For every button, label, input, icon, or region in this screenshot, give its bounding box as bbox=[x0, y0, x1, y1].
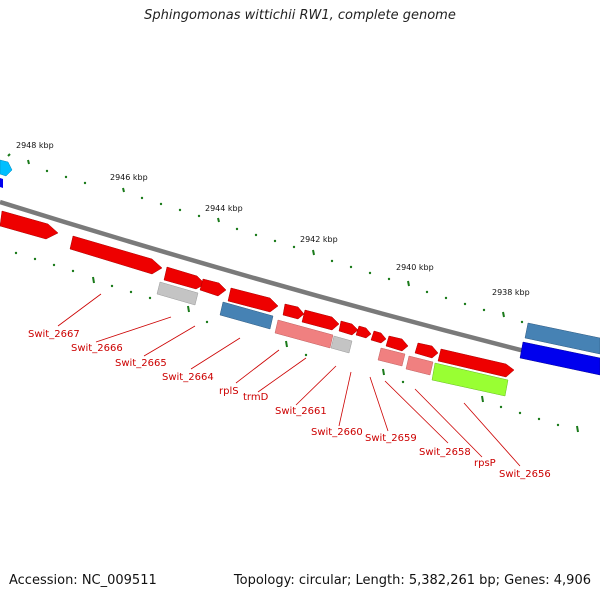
scale-label-2946: 2946 kbp bbox=[110, 173, 148, 182]
feature-tracks bbox=[156, 281, 600, 397]
gene-label-swit-2664[interactable]: Swit_2664 bbox=[162, 372, 214, 383]
gene-label-swit-2660[interactable]: Swit_2660 bbox=[311, 427, 363, 438]
gene-swit-2660[interactable] bbox=[338, 320, 359, 336]
gene-swit-2657[interactable] bbox=[414, 342, 439, 359]
gene-swit-2667[interactable] bbox=[0, 210, 59, 240]
gene-label-swit-2667[interactable]: Swit_2667 bbox=[28, 329, 80, 340]
feature-pink-2[interactable] bbox=[377, 347, 406, 367]
accession-text: Accession: NC_009511 bbox=[9, 573, 157, 588]
genome-backbone bbox=[0, 199, 600, 373]
scale-label-2938: 2938 kbp bbox=[492, 288, 530, 297]
forward-genes bbox=[0, 210, 515, 378]
gene-label-rpsp[interactable]: rpsP bbox=[474, 458, 496, 469]
gene-trmd[interactable] bbox=[282, 303, 305, 320]
scale-label-2948: 2948 kbp bbox=[16, 141, 54, 150]
scale-label-2944: 2944 kbp bbox=[205, 204, 243, 213]
gene-blue-partial[interactable] bbox=[0, 178, 3, 188]
scale-label-2942: 2942 kbp bbox=[300, 235, 338, 244]
gene-label-leaders bbox=[57, 293, 521, 467]
gene-label-swit-2666[interactable]: Swit_2666 bbox=[71, 343, 123, 354]
feature-blue-2[interactable] bbox=[519, 341, 600, 376]
feature-pink-3[interactable] bbox=[405, 355, 434, 376]
feature-steel-1[interactable] bbox=[219, 301, 274, 330]
gene-swit-2666[interactable] bbox=[69, 235, 163, 275]
gene-label-rpls[interactable]: rplS bbox=[219, 386, 239, 397]
gene-rpsp[interactable] bbox=[385, 335, 409, 352]
feature-pink-1[interactable] bbox=[274, 319, 334, 349]
gene-cyan-partial[interactable] bbox=[0, 159, 13, 177]
gene-label-swit-2661[interactable]: Swit_2661 bbox=[275, 406, 327, 417]
gene-label-swit-2658[interactable]: Swit_2658 bbox=[419, 447, 471, 458]
feature-steel-2[interactable] bbox=[524, 322, 600, 355]
gene-swit-2658[interactable] bbox=[370, 330, 387, 344]
gene-label-swit-2659[interactable]: Swit_2659 bbox=[365, 433, 417, 444]
feature-grey-1[interactable] bbox=[156, 281, 199, 306]
outer-scale-ticks bbox=[7, 153, 581, 342]
gene-swit-2665[interactable] bbox=[163, 266, 206, 290]
map-title: Sphingomonas wittichii RW1, complete gen… bbox=[144, 8, 456, 23]
inner-scale-ticks bbox=[14, 251, 579, 433]
feature-grey-2[interactable] bbox=[330, 335, 353, 354]
gene-label-swit-2665[interactable]: Swit_2665 bbox=[115, 358, 167, 369]
gene-label-trmd[interactable]: trmD bbox=[243, 392, 269, 403]
topology-summary: Topology: circular; Length: 5,382,261 bp… bbox=[233, 573, 591, 588]
gene-rpls[interactable] bbox=[227, 287, 279, 313]
scale-label-2940: 2940 kbp bbox=[396, 263, 434, 272]
gene-swit-2661[interactable] bbox=[301, 309, 340, 331]
gene-swit-2659[interactable] bbox=[355, 325, 372, 339]
gene-label-swit-2656[interactable]: Swit_2656 bbox=[499, 469, 551, 480]
feature-lime-1[interactable] bbox=[431, 362, 509, 397]
gene-swit-2656[interactable] bbox=[437, 348, 515, 378]
gene-swit-2664[interactable] bbox=[199, 278, 227, 297]
